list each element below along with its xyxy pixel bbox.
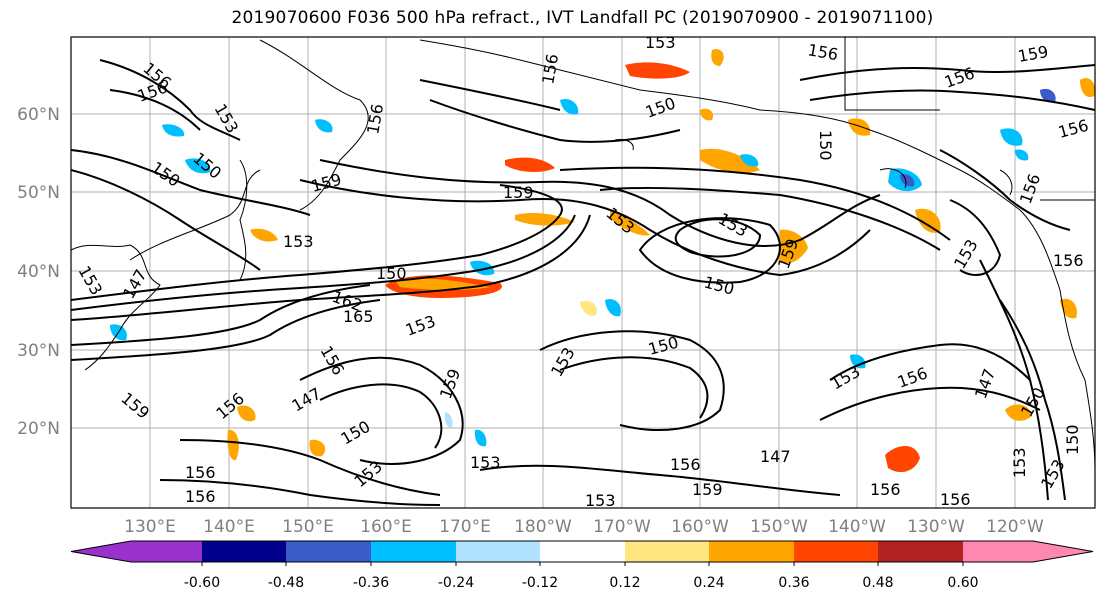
lon-label: 130°W (907, 517, 965, 537)
lon-label: 150°W (750, 517, 808, 537)
lon-label: 160°W (671, 517, 729, 537)
contour-label: 165 (343, 307, 374, 326)
colorbar-segment (625, 541, 709, 562)
contour-label: 150 (816, 130, 835, 161)
lon-label: 170°E (439, 517, 491, 537)
contour-label: 156 (870, 480, 901, 499)
contour-label: 150 (376, 264, 407, 283)
contour-label: 147 (760, 447, 791, 466)
lat-label: 60°N (17, 105, 60, 125)
lat-label: 20°N (17, 419, 60, 439)
colorbar-segment (286, 541, 371, 562)
contour-label: 153 (585, 491, 616, 510)
contour-label: 156 (670, 455, 701, 474)
lon-label: 140°W (828, 517, 886, 537)
lon-label: 150°E (282, 517, 334, 537)
contour-label: 153 (283, 232, 314, 251)
latitude-labels: 60°N 50°N 40°N 30°N 20°N (17, 105, 60, 439)
colorbar-segment (371, 541, 456, 562)
graticule (71, 37, 1095, 508)
contour-label: 153 (645, 33, 676, 52)
colorbar-tick-label: -0.12 (522, 575, 558, 591)
lon-label: 140°E (203, 517, 255, 537)
contour-label: 153 (1010, 447, 1029, 478)
colorbar-segment (878, 541, 963, 562)
contour-label: 156 (185, 463, 216, 482)
lon-label: 120°W (986, 517, 1044, 537)
contour-label: 156 (185, 487, 216, 506)
colorbar-tick-label: -0.24 (438, 575, 474, 591)
contour-label: 153 (470, 453, 501, 472)
colorbar-segment (456, 541, 540, 562)
contour-label: 156 (1053, 251, 1084, 270)
contour-label: 159 (503, 183, 534, 202)
colorbar-tick-label: -0.36 (353, 575, 389, 591)
lat-label: 30°N (17, 341, 60, 361)
colorbar (70, 540, 1094, 566)
colorbar-segment (709, 541, 794, 562)
colorbar-tick-label: 0.24 (693, 575, 724, 591)
colorbar-tick-label: 0.36 (778, 575, 809, 591)
colorbar-tick-label: -0.60 (184, 575, 220, 591)
map-frame (70, 36, 1096, 509)
colorbar-segment (794, 541, 878, 562)
colorbar-tick-label: 0.48 (862, 575, 893, 591)
colorbar-tick-label: -0.48 (268, 575, 304, 591)
colorbar-tick-labels: -0.60 -0.48 -0.36 -0.24 -0.12 0.12 0.24 … (184, 575, 979, 591)
colorbar-tick-label: 0.12 (609, 575, 640, 591)
lon-label: 180°W (514, 517, 572, 537)
colorbar-segment (540, 541, 625, 562)
lat-label: 40°N (17, 262, 60, 282)
lon-label: 170°W (593, 517, 651, 537)
lon-label: 130°E (124, 517, 176, 537)
lon-label: 160°E (360, 517, 412, 537)
contour-label: 150 (1063, 424, 1082, 455)
contours-500hpa (71, 59, 1095, 506)
colorbar-segment (202, 541, 286, 562)
map-area (71, 37, 1095, 508)
contour-label: 156 (940, 490, 971, 509)
longitude-labels: 130°E 140°E 150°E 160°E 170°E 180°W 170°… (124, 517, 1044, 537)
colorbar-segment (71, 541, 202, 562)
ivt-landfall-pc-contours (614, 139, 1013, 196)
map-title: 2019070600 F036 500 hPa refract., IVT La… (231, 8, 934, 28)
colorbar-segment (963, 541, 1093, 562)
contour-label: 159 (692, 480, 723, 499)
colorbar-outline (70, 540, 1094, 563)
lat-label: 50°N (17, 183, 60, 203)
colorbar-tick-label: 0.60 (947, 575, 978, 591)
